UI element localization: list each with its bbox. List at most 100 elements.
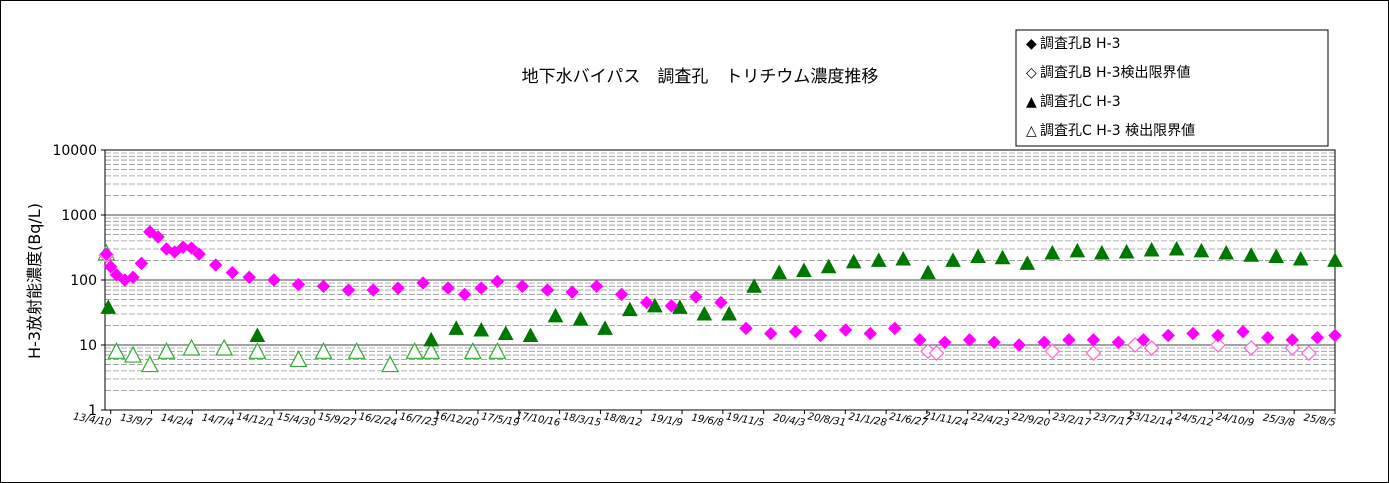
data-point: [126, 270, 140, 285]
data-point: [143, 225, 157, 239]
data-point: [405, 342, 424, 359]
data-point: [1062, 333, 1076, 347]
x-tick-label: 14/12/1: [235, 411, 275, 429]
data-point: [289, 350, 308, 368]
data-point: [490, 274, 505, 289]
data-point: [124, 345, 143, 363]
data-point: [621, 301, 638, 317]
data-point: [316, 279, 331, 294]
data-point: [714, 295, 728, 310]
data-point: [448, 320, 465, 335]
data-point: [515, 279, 530, 294]
x-tick-label: 16/2/24: [358, 411, 398, 429]
x-tick-label: 14/2/4: [160, 413, 194, 429]
data-point: [416, 276, 430, 290]
data-point: [928, 345, 945, 361]
data-point: [184, 241, 199, 255]
legend-symbol: ◆: [1026, 36, 1037, 52]
x-tick-label: 23/2/17: [1052, 411, 1093, 429]
x-tick-label: 21/1/28: [848, 411, 888, 429]
data-point: [547, 307, 564, 323]
x-tick-label: 25/3/8: [1262, 413, 1296, 429]
data-point: [647, 297, 663, 313]
x-tick-label: 17/10/16: [515, 410, 561, 429]
legend-symbol: △: [1026, 123, 1037, 139]
data-point: [962, 333, 977, 347]
x-tick-label: 20/4/3: [772, 413, 806, 429]
data-point: [1193, 242, 1210, 258]
x-tick-label: 25/8/5: [1303, 413, 1337, 429]
data-point: [614, 287, 629, 302]
data-point: [474, 281, 488, 295]
data-point: [771, 264, 788, 280]
data-point: [987, 335, 1001, 350]
x-tick-label: 15/9/27: [317, 411, 358, 429]
data-point: [1085, 345, 1102, 361]
data-point: [463, 342, 482, 359]
legend-label: 調査孔C H-3: [1040, 94, 1121, 110]
data-point: [1012, 338, 1026, 352]
data-point: [1037, 335, 1051, 350]
data-point: [1168, 240, 1185, 256]
data-point: [140, 355, 159, 373]
x-tick-label: 24/5/12: [1174, 411, 1214, 429]
data-point: [291, 277, 306, 292]
data-point: [422, 342, 441, 359]
data-point: [639, 295, 654, 310]
data-point: [488, 342, 507, 359]
y-tick-label: 1: [88, 403, 97, 419]
data-point: [1086, 333, 1101, 347]
legend-label: 調査孔C H-3 検出限界値: [1040, 123, 1195, 139]
x-tick-label: 19/1/9: [650, 413, 684, 429]
y-tick-label: 100: [70, 273, 97, 289]
data-point: [945, 252, 961, 267]
data-point: [1261, 330, 1275, 345]
series-3: [97, 243, 507, 373]
data-point: [109, 268, 124, 282]
x-tick-label: 23/12/14: [1127, 410, 1173, 429]
y-axis-ticks: 1 10 100 1000 10000: [52, 143, 105, 419]
data-point: [1143, 340, 1160, 356]
data-point: [157, 342, 176, 359]
legend-box: [1015, 29, 1329, 147]
data-point: [522, 327, 539, 343]
data-point: [391, 281, 405, 295]
data-point: [764, 326, 778, 341]
x-tick-label: 15/4/30: [276, 411, 316, 429]
data-point: [99, 247, 114, 261]
data-point: [838, 323, 853, 337]
data-point: [845, 253, 862, 269]
x-tick-label: 13/9/7: [119, 413, 153, 430]
data-point: [863, 326, 878, 341]
data-point: [572, 311, 589, 326]
data-point: [597, 320, 613, 335]
data-point: [1243, 247, 1260, 262]
series-0: [99, 225, 1342, 352]
x-tick-label: 18/3/15: [562, 411, 602, 429]
data-point: [1094, 244, 1110, 260]
series-2: [100, 240, 1343, 347]
data-point: [1285, 333, 1299, 347]
data-point: [1069, 242, 1086, 258]
data-point: [314, 342, 333, 359]
data-point: [1310, 330, 1325, 345]
data-point: [1044, 244, 1061, 260]
y-tick-label: 10000: [52, 143, 97, 159]
x-tick-label: 20/8/31: [807, 411, 847, 429]
data-point: [134, 256, 149, 271]
data-point: [249, 327, 266, 343]
data-point: [788, 325, 803, 339]
data-point: [813, 328, 828, 343]
legend-item-c-h3-detection-limit: △ 調査孔C H-3 検出限界値: [1026, 123, 1195, 139]
data-point: [1111, 335, 1126, 350]
y-axis-label: H-3放射能濃度(Bq/L): [25, 203, 44, 359]
data-point: [192, 247, 206, 261]
data-point: [1218, 244, 1235, 260]
data-point: [473, 321, 490, 337]
legend-item-b-h3: ◆ 調査孔B H-3: [1026, 36, 1121, 52]
x-tick-label: 21/11/24: [923, 410, 969, 429]
data-point: [347, 342, 366, 359]
legend-label: 調査孔B H-3: [1040, 36, 1121, 52]
x-tick-label: 14/7/4: [201, 413, 235, 429]
